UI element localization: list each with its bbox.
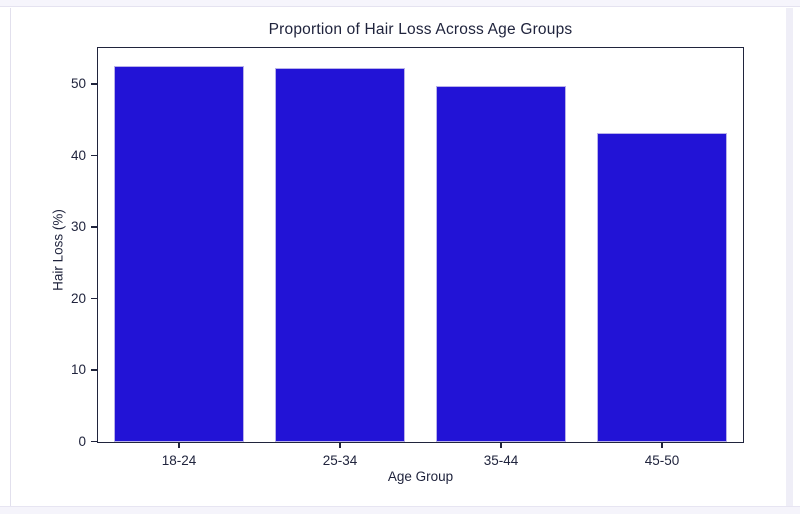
y-tick-mark (91, 440, 97, 443)
x-tick-mark (178, 443, 180, 448)
top-bar (0, 0, 800, 7)
y-tick-label: 0 (78, 433, 86, 449)
y-tick-mark (91, 226, 97, 228)
bar-slot (421, 48, 582, 442)
bar-35-44 (436, 85, 567, 442)
x-tick-mark (500, 443, 502, 448)
y-tick-label: 50 (70, 76, 86, 92)
x-tick-mark (339, 443, 341, 448)
x-tick-label: 45-50 (644, 453, 680, 468)
plot-area (97, 47, 744, 443)
y-tick-label: 10 (70, 362, 86, 378)
bottom-bar (0, 506, 800, 514)
bar-slot (259, 48, 420, 442)
chart-title: Proportion of Hair Loss Across Age Group… (268, 21, 573, 38)
y-axis-label: Hair Loss (%) (50, 209, 66, 291)
bar-slot (582, 48, 743, 442)
bar-25-34 (274, 68, 405, 442)
scrollbar-track[interactable] (786, 8, 793, 506)
y-tick-label: 40 (70, 147, 86, 163)
y-tick-label: 20 (70, 290, 86, 306)
y-tick-mark (91, 297, 97, 300)
bar-slot (98, 48, 259, 442)
bar-18-24 (113, 65, 244, 442)
x-tick-label: 35-44 (483, 453, 519, 468)
left-divider (10, 8, 11, 506)
x-tick-label: 18-24 (161, 453, 197, 468)
x-tick-mark (661, 443, 663, 448)
bar-45-50 (597, 132, 728, 442)
x-tick-label: 25-34 (322, 453, 358, 468)
y-tick-mark (91, 154, 97, 157)
y-tick-label: 30 (70, 219, 86, 235)
y-tick-mark (91, 369, 97, 371)
x-axis-label: Age Group (387, 469, 454, 484)
y-tick-mark (91, 83, 97, 86)
